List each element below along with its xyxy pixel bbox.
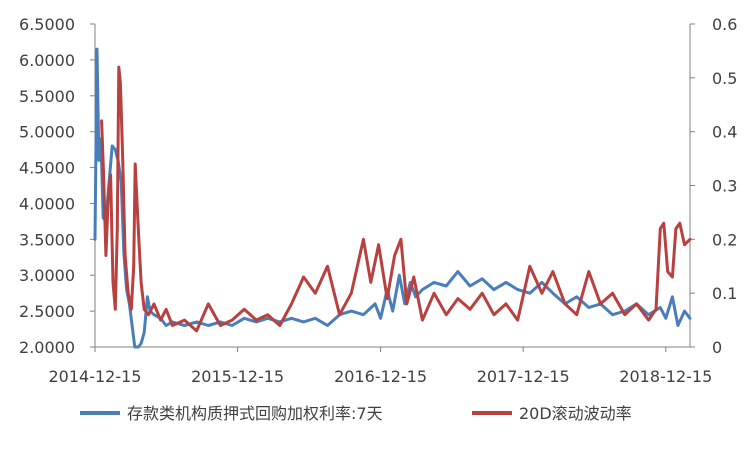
series-layer [93,47,692,349]
right-y-tick-label: 0.4 [712,123,737,142]
left-y-tick-label: 6.5000 [19,15,75,34]
legend-label-deposit-repo-rate: 存款类机构质押式回购加权利率:7天 [127,404,383,423]
x-tick-label: 2014-12-15 [49,367,142,386]
series-line-rolling-volatility [100,65,692,333]
right-y-tick-label: 0.2 [712,230,737,249]
left-y-tick-label: 2.0000 [19,338,75,357]
right-y-tick-label: 0.5 [712,69,737,88]
chart-axes [94,24,691,348]
x-tick-label: 2018-12-15 [619,367,712,386]
left-y-tick-labels: 2.0000 2.5000 3.0000 3.5000 4.0000 4.5000 5.00… [19,15,95,357]
left-y-tick-label: 5.0000 [19,123,75,142]
left-y-tick-label: 4.0000 [19,194,75,213]
right-y-tick-label: 0.3 [712,177,737,196]
right-y-tick-label: 0 [712,338,722,357]
x-tick-label: 2015-12-15 [191,367,284,386]
left-y-tick-label: 3.0000 [19,266,75,285]
x-tick-label: 2016-12-15 [334,367,427,386]
x-tick-labels: 2014-12-15 2015-12-15 2016-12-15 2017-12-15… [49,347,712,386]
left-y-tick-label: 5.5000 [19,87,75,106]
left-y-tick-label: 4.5000 [19,159,75,178]
left-y-tick-label: 3.5000 [19,230,75,249]
right-y-tick-label: 0.1 [712,284,737,303]
right-y-tick-label: 0.6 [712,15,737,34]
right-y-tick-labels: 0 0.1 0.2 0.3 0.4 0.5 0.6 [690,15,737,357]
legend-label-rolling-volatility: 20D滚动波动率 [519,404,632,423]
legend: 存款类机构质押式回购加权利率:7天 20D滚动波动率 [80,404,632,423]
left-y-tick-label: 6.0000 [19,51,75,70]
left-y-tick-label: 2.5000 [19,302,75,321]
x-tick-label: 2017-12-15 [477,367,570,386]
